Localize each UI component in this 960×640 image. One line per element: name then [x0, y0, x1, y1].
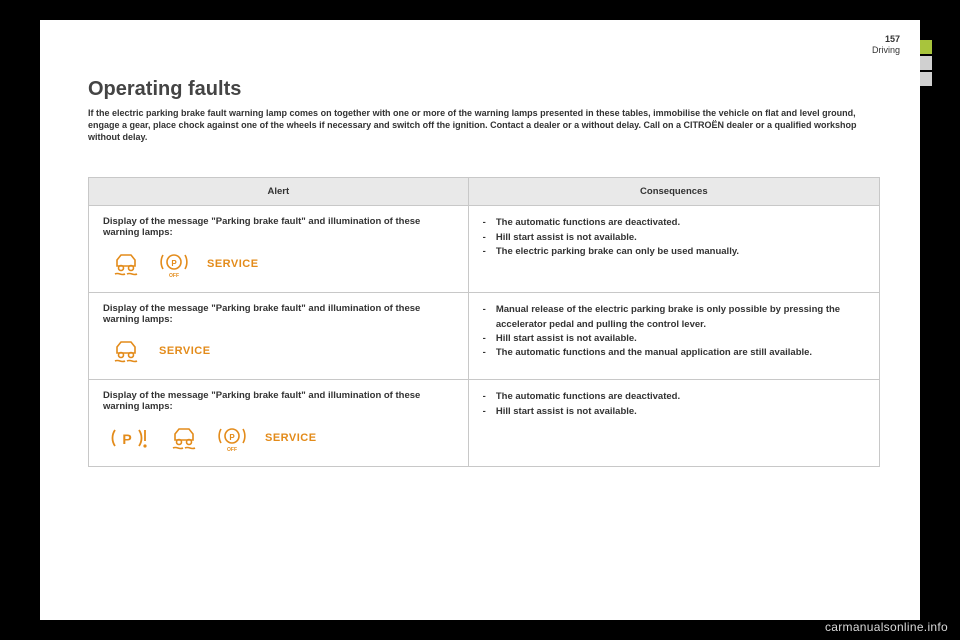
- tab-inactive: [920, 72, 932, 86]
- intro-text: If the electric parking brake fault warn…: [88, 107, 868, 143]
- heading: Operating faults: [88, 78, 880, 101]
- consequences-list: -The automatic functions are deactivated…: [483, 216, 865, 259]
- car-skid-icon: [111, 337, 141, 365]
- col-alert: Alert: [89, 178, 469, 206]
- brake-off-icon: P OFF: [217, 424, 247, 452]
- service-icon: SERVICE: [207, 258, 259, 270]
- service-icon: SERVICE: [265, 432, 317, 444]
- car-skid-icon: [169, 424, 199, 452]
- consequences-list: -Manual release of the electric parking …: [483, 303, 865, 360]
- alert-text: Display of the message "Parking brake fa…: [103, 390, 454, 412]
- list-item: -Manual release of the electric parking …: [483, 303, 865, 332]
- svg-text:P: P: [122, 431, 131, 447]
- page-number: 157: [872, 34, 900, 45]
- svg-text:OFF: OFF: [227, 447, 237, 452]
- service-icon: SERVICE: [159, 345, 211, 357]
- page-header: 157 Driving: [872, 34, 900, 56]
- p-brake-icon: P: [111, 424, 151, 452]
- faults-table: Alert Consequences Display of the messag…: [88, 177, 880, 467]
- list-item: -The automatic functions and the manual …: [483, 346, 865, 360]
- list-item: -Hill start assist is not available.: [483, 405, 865, 419]
- alert-cell: Display of the message "Parking brake fa…: [89, 293, 469, 380]
- consequences-cell: -The automatic functions are deactivated…: [468, 380, 879, 467]
- list-item: -The automatic functions are deactivated…: [483, 216, 865, 230]
- alert-text: Display of the message "Parking brake fa…: [103, 303, 454, 325]
- list-item: -Hill start assist is not available.: [483, 332, 865, 346]
- icon-row: SERVICE: [111, 337, 454, 365]
- list-item: -The automatic functions are deactivated…: [483, 390, 865, 404]
- svg-text:P: P: [171, 259, 177, 268]
- tab-active: [920, 40, 932, 54]
- consequences-list: -The automatic functions are deactivated…: [483, 390, 865, 419]
- svg-text:P: P: [229, 433, 235, 442]
- watermark: carmanualsonline.info: [825, 620, 948, 634]
- alert-text: Display of the message "Parking brake fa…: [103, 216, 454, 238]
- brake-off-icon: P OFF: [159, 250, 189, 278]
- page-section: Driving: [872, 45, 900, 56]
- table-row: Display of the message "Parking brake fa…: [89, 206, 880, 293]
- page: 157 Driving Operating faults If the elec…: [40, 20, 920, 620]
- list-item: -The electric parking brake can only be …: [483, 245, 865, 259]
- car-skid-icon: [111, 250, 141, 278]
- icon-row: P: [111, 424, 454, 452]
- list-item: -Hill start assist is not available.: [483, 231, 865, 245]
- consequences-cell: -The automatic functions are deactivated…: [468, 206, 879, 293]
- table-row: Display of the message "Parking brake fa…: [89, 380, 880, 467]
- alert-cell: Display of the message "Parking brake fa…: [89, 206, 469, 293]
- tab-inactive: [920, 56, 932, 70]
- table-row: Display of the message "Parking brake fa…: [89, 293, 880, 380]
- content: Operating faults If the electric parking…: [88, 78, 880, 467]
- icon-row: P OFF SERVICE: [111, 250, 454, 278]
- col-consequences: Consequences: [468, 178, 879, 206]
- alert-cell: Display of the message "Parking brake fa…: [89, 380, 469, 467]
- svg-text:OFF: OFF: [169, 273, 179, 278]
- side-tabs: [920, 40, 932, 88]
- consequences-cell: -Manual release of the electric parking …: [468, 293, 879, 380]
